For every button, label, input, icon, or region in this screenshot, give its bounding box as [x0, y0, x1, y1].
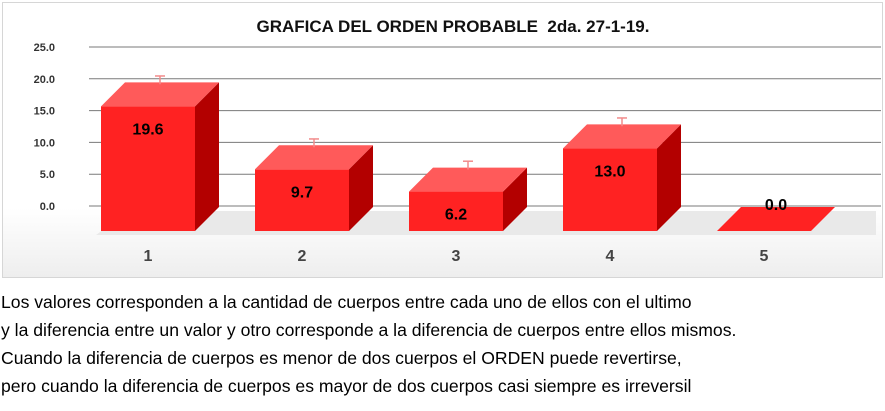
data-label: 9.7 [291, 184, 313, 201]
bar [563, 148, 657, 231]
caption: Los valores corresponden a la cantidad d… [1, 288, 885, 400]
y-tick-label: 5.0 [40, 169, 55, 181]
bar-side [657, 124, 681, 231]
y-axis-ticks: 25.0 20.0 15.0 10.0 5.0 0.0 [34, 42, 55, 213]
bar-group: 6.2 [409, 160, 527, 231]
bar-top [101, 82, 219, 107]
caption-line: Cuando la diferencia de cuerpos es menor… [1, 348, 682, 368]
chart-panel: GRAFICA DEL ORDEN PROBABLE 2da. 27-1-19.… [2, 2, 883, 278]
bar-group: 0.0 [717, 197, 835, 231]
y-tick-label: 10.0 [34, 137, 55, 149]
x-tick-label: 1 [144, 248, 153, 265]
data-label: 0.0 [765, 197, 787, 214]
bar-group: 19.6 [101, 75, 219, 232]
x-tick-label: 5 [760, 248, 769, 265]
x-tick-label: 3 [452, 248, 461, 265]
bar-top [255, 145, 373, 170]
y-tick-label: 20.0 [34, 74, 55, 86]
data-label: 13.0 [594, 163, 625, 180]
bar [409, 191, 503, 231]
bar-side [349, 145, 373, 231]
caption-line: y la diferencia entre un valor y otro co… [1, 320, 737, 340]
bars: 19.6 9.7 6.2 13.0 0.0 [101, 75, 835, 232]
bar-side [503, 167, 527, 231]
caption-line: pero cuando la diferencia de cuerpos es … [1, 376, 692, 396]
bar-side [195, 82, 219, 232]
data-label: 19.6 [132, 121, 163, 138]
chart-title: GRAFICA DEL ORDEN PROBABLE 2da. 27-1-19. [257, 17, 650, 36]
data-label: 6.2 [445, 207, 467, 224]
y-tick-label: 15.0 [34, 106, 55, 118]
caption-line: Los valores corresponden a la cantidad d… [1, 292, 692, 312]
bar [101, 106, 195, 231]
bar-group: 9.7 [255, 138, 373, 231]
y-tick-label: 0.0 [40, 201, 55, 213]
x-tick-label: 2 [298, 248, 307, 265]
y-tick-label: 25.0 [34, 42, 55, 54]
x-tick-label: 4 [606, 248, 615, 265]
bar [717, 207, 835, 231]
bar-top [409, 167, 527, 192]
bar-top [563, 124, 681, 149]
bar-chart: GRAFICA DEL ORDEN PROBABLE 2da. 27-1-19.… [34, 17, 881, 265]
bar [255, 169, 349, 231]
x-axis-ticks: 1 2 3 4 5 [144, 248, 769, 265]
bar-group: 13.0 [563, 117, 681, 231]
